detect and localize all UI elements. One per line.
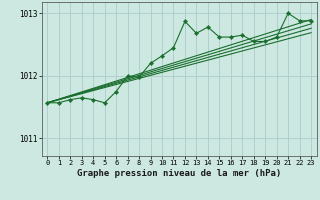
X-axis label: Graphe pression niveau de la mer (hPa): Graphe pression niveau de la mer (hPa) — [77, 169, 281, 178]
